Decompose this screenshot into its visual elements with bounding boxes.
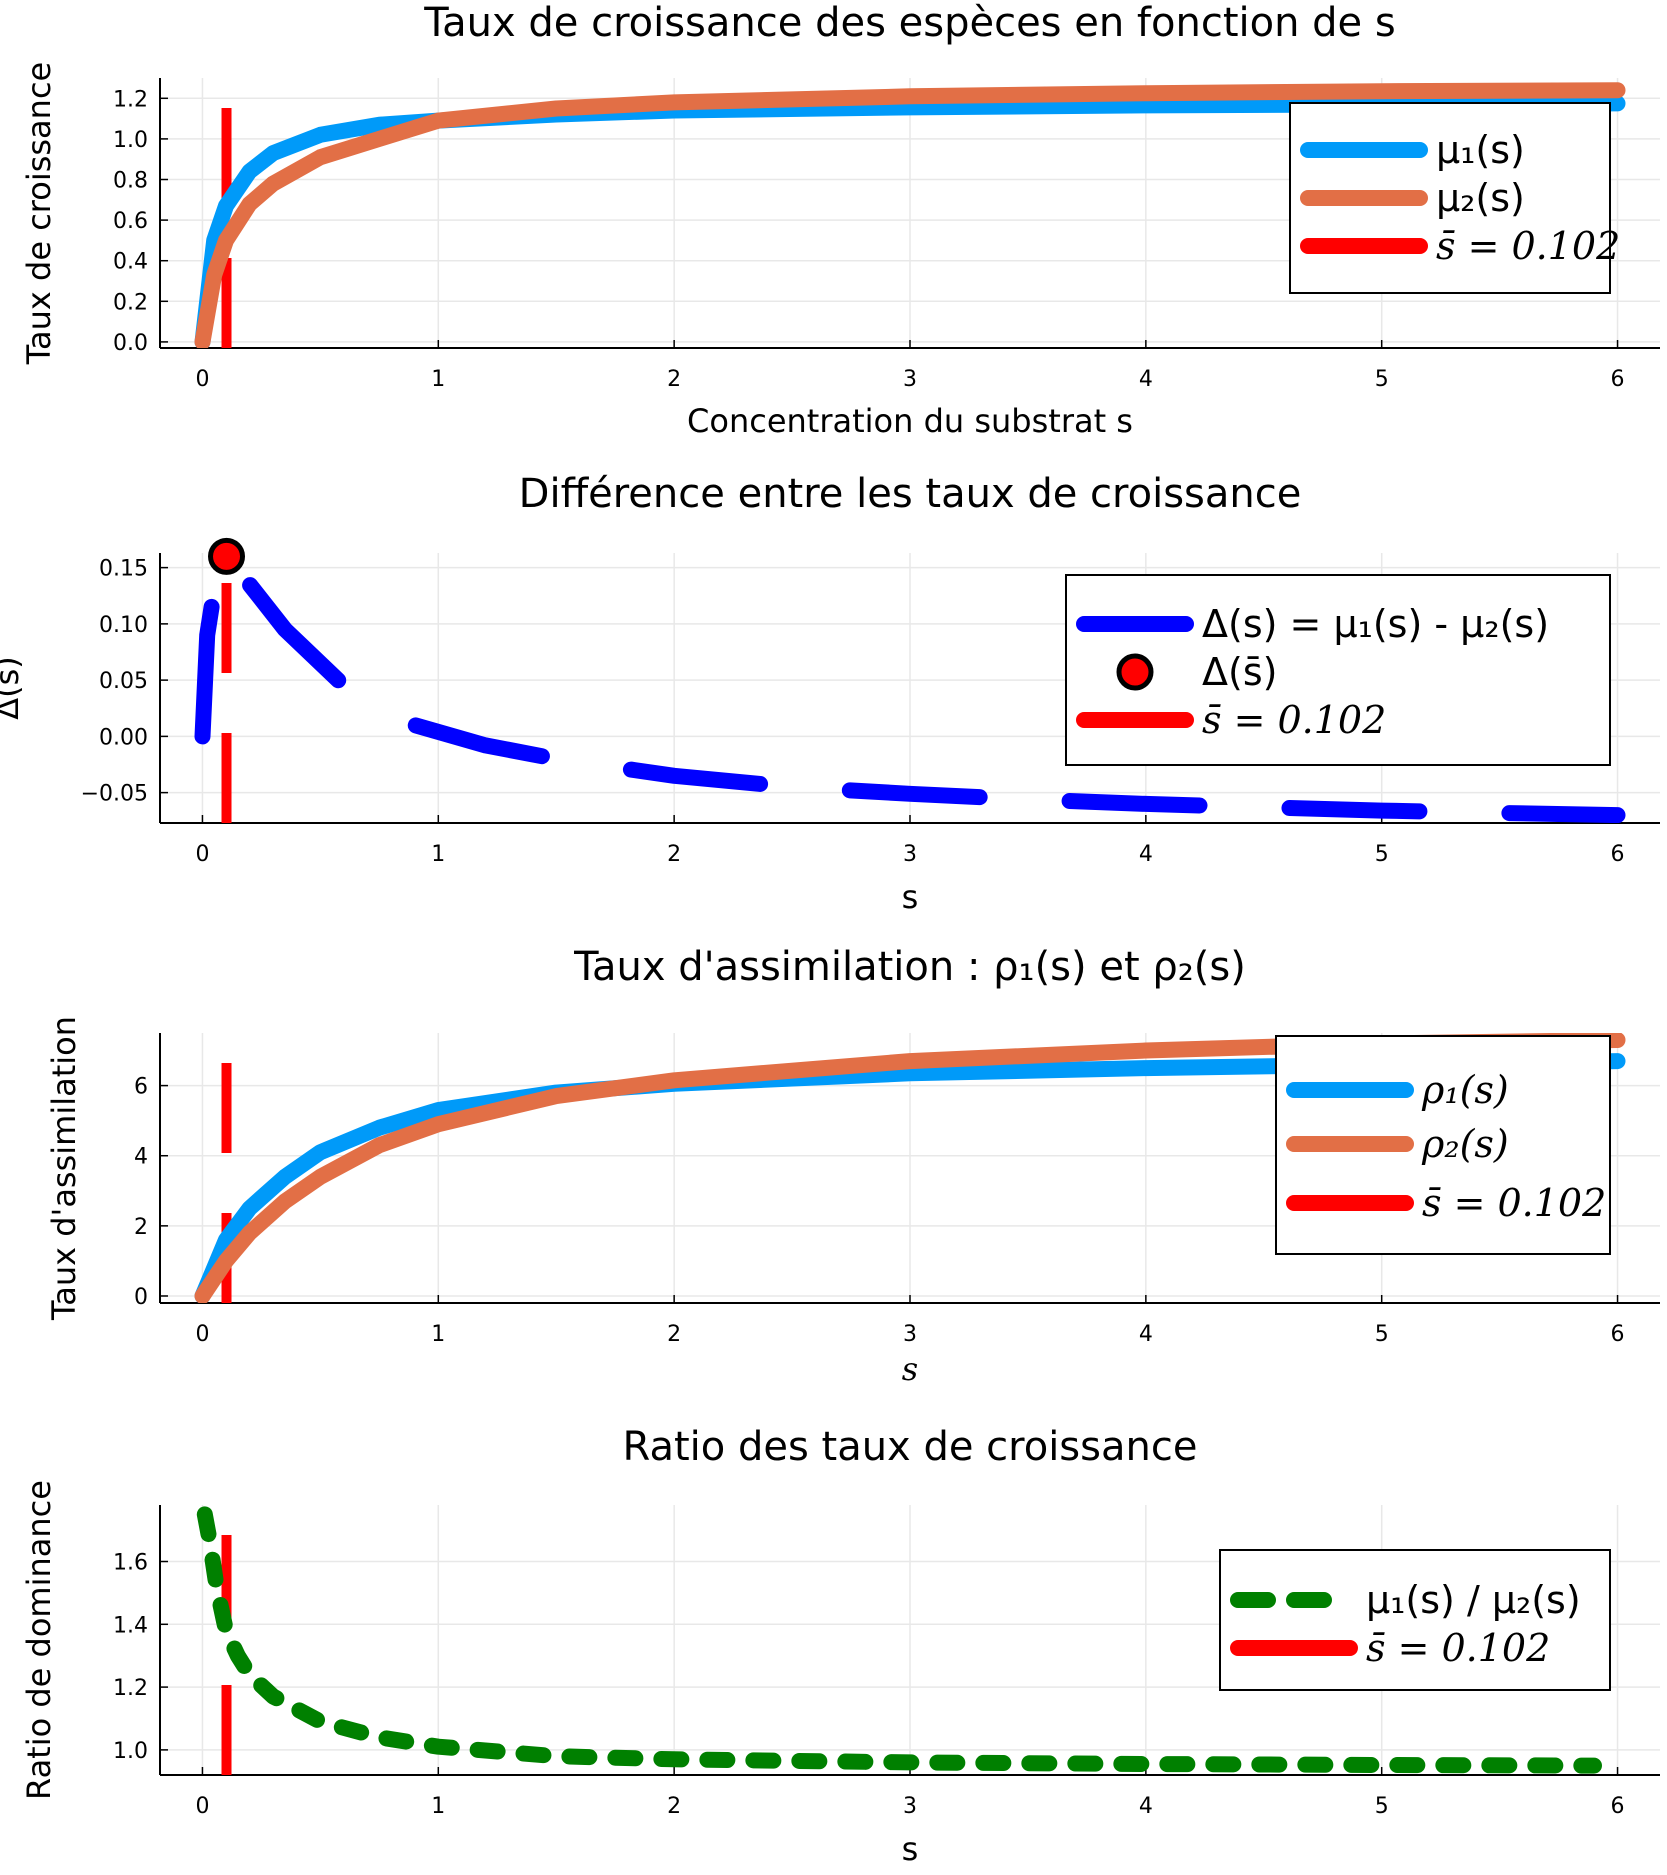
legend-label: ρ₁(s) xyxy=(1421,1068,1509,1112)
x-tick-label: 1 xyxy=(431,1794,445,1819)
y-tick-label: 6 xyxy=(134,1075,148,1100)
y-tick-label: 1.6 xyxy=(113,1551,148,1576)
y-tick-label: 0.4 xyxy=(113,250,148,275)
x-tick-label: 2 xyxy=(667,367,681,392)
y-tick-label: 0.6 xyxy=(113,209,148,234)
x-axis-label: s xyxy=(902,1350,918,1388)
y-axis-label: Ratio de dominance xyxy=(20,1480,58,1800)
x-tick-label: 0 xyxy=(195,842,209,867)
y-axis-label: Taux de croissance xyxy=(20,62,58,365)
chart-title: Différence entre les taux de croissance xyxy=(519,471,1302,517)
legend-label: s̄ = 0.102 xyxy=(1366,1626,1550,1670)
x-tick-label: 4 xyxy=(1139,842,1153,867)
chart-title: Taux d'assimilation : ρ₁(s) et ρ₂(s) xyxy=(573,944,1246,990)
x-tick-label: 3 xyxy=(903,1322,917,1347)
y-tick-label: 0.10 xyxy=(99,613,148,638)
y-tick-label: 1.2 xyxy=(113,87,148,112)
plot-area xyxy=(194,1033,1626,1303)
y-tick-label: 0.0 xyxy=(113,331,148,356)
x-tick-label: 5 xyxy=(1375,1794,1389,1819)
y-tick-label: 4 xyxy=(134,1145,148,1170)
x-tick-label: 4 xyxy=(1139,1322,1153,1347)
y-axis-label: Taux d'assimilation xyxy=(45,1016,83,1321)
y-tick-label: 1.4 xyxy=(113,1613,148,1638)
legend-label: μ₂(s) xyxy=(1436,176,1525,220)
y-tick-label: 0 xyxy=(134,1285,148,1310)
series-line xyxy=(194,1053,1626,1303)
x-axis-label: Concentration du substrat s xyxy=(687,402,1133,440)
chart-panel-4: 0 1 2 3 4 5 6 1.0 1.2 1.4 1.6 Ratio des taux de cro… xyxy=(20,1424,1660,1868)
legend-marker xyxy=(1116,653,1154,691)
legend-label: s̄ = 0.102 xyxy=(1436,224,1620,268)
x-tick-label: 2 xyxy=(667,842,681,867)
chart-title: Taux de croissance des espèces en foncti… xyxy=(423,0,1395,46)
plot-area xyxy=(196,1505,1602,1775)
chart-panel-1: 0 1 2 3 4 5 6 0.0 0.2 0.4 0.6 0.8 1.0 1.2 Taux de croi… xyxy=(20,0,1660,440)
legend-label: s̄ = 0.102 xyxy=(1422,1181,1606,1225)
y-tick-label: −0.05 xyxy=(81,782,148,807)
chart-panel-3: 0 1 2 3 4 5 6 0 2 4 6 Taux d'assimilation : ρ₁(s) e… xyxy=(45,944,1660,1388)
y-tick-label: 0.8 xyxy=(113,169,148,194)
x-tick-label: 6 xyxy=(1611,842,1625,867)
chart-title: Ratio des taux de croissance xyxy=(623,1424,1198,1470)
x-tick-label: 3 xyxy=(903,842,917,867)
x-tick-label: 5 xyxy=(1375,367,1389,392)
legend: μ₁(s)μ₂(s)s̄ = 0.102 xyxy=(1289,102,1620,294)
y-tick-label: 1.0 xyxy=(113,1739,148,1764)
series-line xyxy=(194,82,1626,348)
x-tick-label: 2 xyxy=(667,1322,681,1347)
x-tick-label: 3 xyxy=(903,367,917,392)
legend-label: μ₁(s) / μ₂(s) xyxy=(1366,1578,1581,1622)
y-tick-label: 0.2 xyxy=(113,290,148,315)
x-tick-label: 6 xyxy=(1611,1794,1625,1819)
x-tick-label: 0 xyxy=(195,1794,209,1819)
y-tick-label: 0.15 xyxy=(99,557,148,582)
legend-box xyxy=(1219,1549,1611,1691)
x-tick-label: 5 xyxy=(1375,1322,1389,1347)
y-tick-label: 2 xyxy=(134,1215,148,1240)
legend-label: μ₁(s) xyxy=(1436,128,1525,172)
x-tick-label: 2 xyxy=(667,1794,681,1819)
legend: ρ₁(s) ρ₂(s) s̄ = 0.102 xyxy=(1275,1035,1611,1255)
x-tick-label: 6 xyxy=(1611,1322,1625,1347)
legend-label: Δ(s̄) xyxy=(1202,650,1277,694)
x-tick-label: 4 xyxy=(1139,1794,1153,1819)
legend: μ₁(s) / μ₂(s)s̄ = 0.102 xyxy=(1219,1549,1611,1691)
legend-label: Δ(s) = μ₁(s) - μ₂(s) xyxy=(1202,602,1549,646)
chart-panel-2: 0 1 2 3 4 5 6 −0.05 0.00 0.05 0.10 0.15 Différence e… xyxy=(0,471,1660,916)
plot-area xyxy=(194,78,1626,348)
plot-area xyxy=(194,553,1626,823)
x-tick-label: 0 xyxy=(195,1322,209,1347)
series-line xyxy=(194,1033,1626,1303)
y-tick-label: 0.05 xyxy=(99,669,148,694)
x-tick-label: 1 xyxy=(431,1322,445,1347)
x-tick-label: 1 xyxy=(431,842,445,867)
legend-box xyxy=(1065,574,1611,766)
x-tick-label: 4 xyxy=(1139,367,1153,392)
y-tick-label: 1.2 xyxy=(113,1676,148,1701)
legend-label: ρ₂(s) xyxy=(1421,1122,1509,1166)
legend-label: s̄ = 0.102 xyxy=(1202,698,1386,742)
x-tick-label: 5 xyxy=(1375,842,1389,867)
x-axis-label: s xyxy=(902,1830,919,1868)
x-tick-label: 0 xyxy=(195,367,209,392)
x-tick-label: 3 xyxy=(903,1794,917,1819)
x-axis-label: s xyxy=(902,878,919,916)
x-tick-label: 1 xyxy=(431,367,445,392)
series-line xyxy=(196,1506,1602,1774)
y-tick-label: 0.00 xyxy=(99,725,148,750)
y-axis-label: Δ(s) xyxy=(0,656,26,720)
legend: Δ(s) = μ₁(s) - μ₂(s)Δ(s̄)s̄ = 0.102 xyxy=(1065,574,1611,766)
marker-point xyxy=(208,537,246,575)
y-tick-label: 1.0 xyxy=(113,128,148,153)
x-tick-label: 6 xyxy=(1611,367,1625,392)
